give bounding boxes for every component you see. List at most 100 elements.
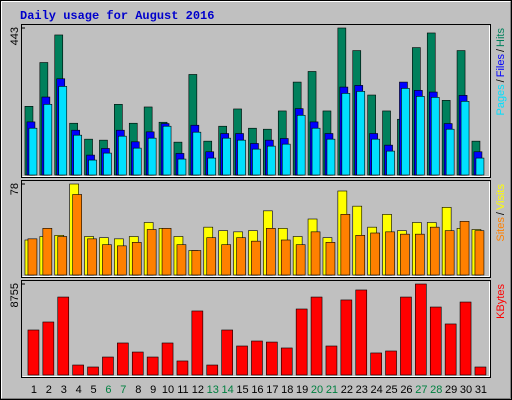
bar <box>266 228 276 276</box>
x-tick-label: 5 <box>90 384 96 396</box>
x-tick-label: 25 <box>385 384 397 396</box>
legend-separator: / <box>495 78 507 82</box>
x-tick-label: 17 <box>266 384 278 396</box>
legend-entry: Visits <box>495 184 507 211</box>
bar <box>131 351 144 376</box>
bar <box>400 296 412 376</box>
bar <box>236 345 248 376</box>
bar <box>73 134 82 176</box>
legend-entry: Pages <box>495 84 507 116</box>
bar <box>117 342 129 376</box>
legend-entry: KBytes <box>495 284 507 319</box>
y-max-label: 78 <box>9 183 21 195</box>
series-labels: Sites /Visits <box>495 184 507 242</box>
bar <box>42 228 53 276</box>
bar <box>251 340 263 376</box>
bar <box>221 329 233 376</box>
bar <box>416 96 425 176</box>
bar <box>72 194 82 276</box>
x-tick-label: 7 <box>120 384 126 396</box>
bar <box>280 239 291 276</box>
bar <box>400 233 410 276</box>
x-tick-label: 1 <box>31 384 37 396</box>
legend-separator: / <box>495 211 507 215</box>
legend-entry: Sites <box>495 217 507 242</box>
x-tick-label: 12 <box>192 384 204 396</box>
bar <box>429 306 442 376</box>
bar <box>295 308 308 376</box>
bar <box>221 244 231 276</box>
bar <box>191 250 202 276</box>
bar <box>325 345 338 376</box>
x-tick-label: 28 <box>430 384 442 396</box>
x-tick-label: 10 <box>162 384 174 396</box>
x-tick-label: 4 <box>76 384 82 396</box>
x-tick-label: 27 <box>415 384 427 396</box>
x-tick-label: 18 <box>281 384 293 396</box>
bar <box>280 347 293 376</box>
bar <box>295 244 306 276</box>
bar <box>311 127 321 176</box>
bar <box>237 139 246 176</box>
bar <box>192 131 202 176</box>
x-tick-label: 13 <box>207 384 219 396</box>
bar <box>325 242 336 276</box>
bar <box>267 145 276 176</box>
bar <box>103 152 112 176</box>
x-tick-label: 11 <box>177 384 188 396</box>
bar <box>161 228 172 276</box>
x-tick-label: 2 <box>46 384 52 396</box>
chart-title: Daily usage for August 2016 <box>20 9 214 23</box>
series-labels: KBytes <box>495 284 507 319</box>
bar <box>131 242 142 276</box>
bar <box>310 296 323 376</box>
bar <box>162 125 172 176</box>
bar <box>340 299 353 376</box>
bar <box>415 283 427 376</box>
bar <box>355 235 366 276</box>
bar <box>147 137 157 176</box>
bar <box>57 236 68 276</box>
y-max-label: 8755 <box>9 283 21 307</box>
x-tick-label: 3 <box>61 384 67 396</box>
series-labels: Pages/Files/Hits <box>495 28 507 116</box>
bar <box>176 360 189 376</box>
bar <box>176 244 187 276</box>
bar <box>459 221 470 276</box>
bar <box>206 237 217 276</box>
bar <box>341 93 351 176</box>
x-tick-label: 9 <box>150 384 156 396</box>
bar <box>266 341 278 376</box>
x-tick-label: 8 <box>135 384 141 396</box>
bar <box>207 157 217 176</box>
legend-separator: / <box>495 48 507 52</box>
bar <box>102 244 112 276</box>
bar <box>475 157 485 176</box>
bar <box>474 230 485 276</box>
bar <box>460 101 470 176</box>
bar <box>385 350 397 376</box>
bar <box>415 233 425 276</box>
bar <box>72 364 84 376</box>
bar <box>132 147 142 176</box>
x-tick-label: 14 <box>222 384 234 396</box>
x-tick-label: 20 <box>311 384 323 396</box>
x-tick-label: 19 <box>296 384 308 396</box>
bar <box>340 214 351 276</box>
bar <box>444 230 455 276</box>
x-tick-label: 31 <box>475 384 487 396</box>
x-tick-label: 26 <box>400 384 412 396</box>
x-tick-label: 15 <box>236 384 248 396</box>
bar <box>42 321 55 376</box>
bar <box>370 232 380 276</box>
bar <box>251 240 261 276</box>
legend-entry: Files <box>495 54 507 78</box>
bar <box>222 137 231 176</box>
bar <box>281 143 291 176</box>
bar <box>430 97 440 176</box>
bar <box>370 352 382 376</box>
bar <box>161 342 174 376</box>
bar <box>118 135 127 176</box>
x-tick-label: 29 <box>445 384 457 396</box>
